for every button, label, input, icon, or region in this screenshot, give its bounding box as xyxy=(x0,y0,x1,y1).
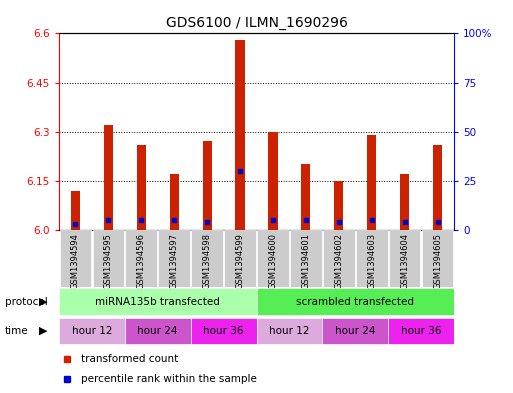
Bar xyxy=(159,230,190,287)
Text: percentile rank within the sample: percentile rank within the sample xyxy=(81,374,256,384)
Bar xyxy=(323,230,354,287)
Bar xyxy=(104,125,113,230)
Text: GSM1394605: GSM1394605 xyxy=(433,233,442,289)
Bar xyxy=(59,318,125,344)
Bar xyxy=(59,288,256,315)
Text: GSM1394602: GSM1394602 xyxy=(334,233,343,289)
Bar xyxy=(301,164,310,230)
Text: GSM1394603: GSM1394603 xyxy=(367,233,376,289)
Text: hour 24: hour 24 xyxy=(335,326,376,336)
Text: GSM1394600: GSM1394600 xyxy=(268,233,278,289)
Bar xyxy=(71,191,80,230)
Text: time: time xyxy=(5,326,29,336)
Bar xyxy=(356,230,387,287)
Bar xyxy=(191,318,256,344)
Bar xyxy=(422,230,453,287)
Bar xyxy=(60,230,91,287)
Text: miRNA135b transfected: miRNA135b transfected xyxy=(95,297,220,307)
Text: hour 12: hour 12 xyxy=(269,326,310,336)
Bar xyxy=(389,230,421,287)
Bar xyxy=(268,132,278,230)
Text: GSM1394598: GSM1394598 xyxy=(203,233,212,289)
Bar xyxy=(136,145,146,230)
Bar xyxy=(170,174,179,230)
Text: scrambled transfected: scrambled transfected xyxy=(296,297,415,307)
Bar xyxy=(322,318,388,344)
Text: GSM1394599: GSM1394599 xyxy=(235,233,245,288)
Bar xyxy=(334,181,343,230)
Text: protocol: protocol xyxy=(5,297,48,307)
Text: ▶: ▶ xyxy=(40,326,48,336)
Bar xyxy=(367,135,377,230)
Bar xyxy=(92,230,124,287)
Bar xyxy=(125,318,191,344)
Text: GSM1394604: GSM1394604 xyxy=(400,233,409,289)
Text: GSM1394597: GSM1394597 xyxy=(170,233,179,289)
Bar xyxy=(126,230,157,287)
Bar xyxy=(224,230,256,287)
Text: transformed count: transformed count xyxy=(81,354,178,364)
Text: hour 12: hour 12 xyxy=(72,326,112,336)
Bar xyxy=(400,174,409,230)
Bar xyxy=(257,230,289,287)
Title: GDS6100 / ILMN_1690296: GDS6100 / ILMN_1690296 xyxy=(166,16,347,29)
Text: hour 36: hour 36 xyxy=(203,326,244,336)
Text: GSM1394601: GSM1394601 xyxy=(301,233,310,289)
Bar xyxy=(256,288,454,315)
Bar xyxy=(203,141,212,230)
Text: GSM1394596: GSM1394596 xyxy=(137,233,146,289)
Bar xyxy=(433,145,442,230)
Text: hour 36: hour 36 xyxy=(401,326,441,336)
Text: GSM1394595: GSM1394595 xyxy=(104,233,113,288)
Bar xyxy=(290,230,322,287)
Bar xyxy=(256,318,322,344)
Text: GSM1394594: GSM1394594 xyxy=(71,233,80,288)
Text: ▶: ▶ xyxy=(40,297,48,307)
Bar xyxy=(191,230,223,287)
Text: hour 24: hour 24 xyxy=(137,326,178,336)
Bar xyxy=(235,40,245,230)
Bar xyxy=(388,318,454,344)
